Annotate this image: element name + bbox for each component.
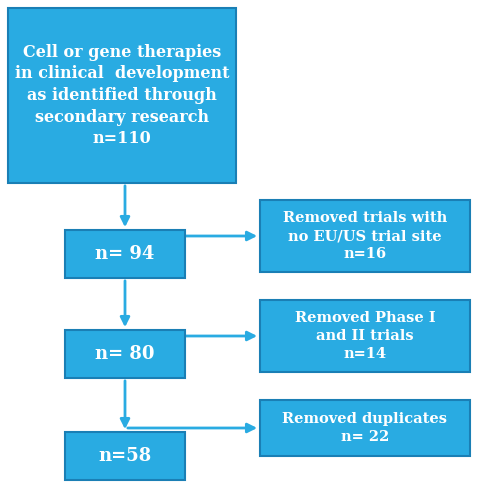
Text: Removed duplicates
n= 22: Removed duplicates n= 22 (283, 412, 447, 444)
FancyBboxPatch shape (260, 400, 470, 456)
Text: n=58: n=58 (98, 447, 152, 465)
Text: Removed Phase I
and II trials
n=14: Removed Phase I and II trials n=14 (295, 311, 435, 361)
Text: Cell or gene therapies
in clinical  development
as identified through
secondary : Cell or gene therapies in clinical devel… (15, 44, 229, 147)
Text: n= 94: n= 94 (95, 245, 155, 263)
FancyBboxPatch shape (260, 200, 470, 272)
FancyBboxPatch shape (65, 330, 185, 378)
FancyBboxPatch shape (260, 300, 470, 372)
FancyBboxPatch shape (65, 230, 185, 278)
FancyBboxPatch shape (65, 432, 185, 480)
FancyBboxPatch shape (8, 8, 236, 183)
Text: n= 80: n= 80 (95, 345, 155, 363)
Text: Removed trials with
no EU/US trial site
n=16: Removed trials with no EU/US trial site … (283, 211, 447, 261)
